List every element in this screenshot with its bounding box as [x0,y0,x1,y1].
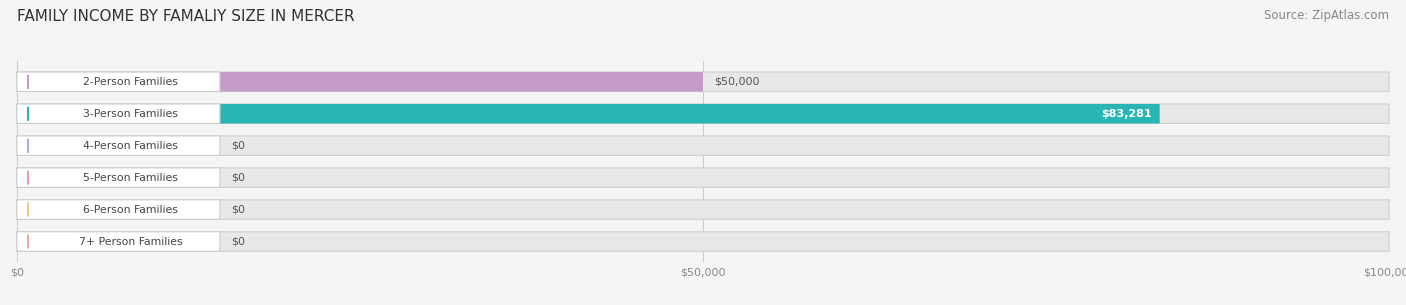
FancyBboxPatch shape [17,168,219,187]
FancyBboxPatch shape [17,72,219,91]
FancyBboxPatch shape [17,200,1389,219]
FancyBboxPatch shape [17,104,1389,124]
Text: $50,000: $50,000 [714,77,759,87]
FancyBboxPatch shape [17,72,1389,91]
Text: 5-Person Families: 5-Person Families [83,173,179,183]
FancyBboxPatch shape [17,104,1160,124]
FancyBboxPatch shape [17,232,219,251]
FancyBboxPatch shape [17,200,219,219]
Text: $0: $0 [231,237,245,246]
Text: 7+ Person Families: 7+ Person Families [79,237,183,246]
FancyBboxPatch shape [17,72,703,91]
FancyBboxPatch shape [17,168,1389,187]
Text: 4-Person Families: 4-Person Families [83,141,179,151]
Text: $0: $0 [231,173,245,183]
Text: $83,281: $83,281 [1101,109,1152,119]
Text: $0: $0 [231,141,245,151]
FancyBboxPatch shape [17,104,219,124]
Text: FAMILY INCOME BY FAMALIY SIZE IN MERCER: FAMILY INCOME BY FAMALIY SIZE IN MERCER [17,9,354,24]
Text: 6-Person Families: 6-Person Families [83,205,179,215]
Text: 2-Person Families: 2-Person Families [83,77,179,87]
Text: Source: ZipAtlas.com: Source: ZipAtlas.com [1264,9,1389,22]
Text: 3-Person Families: 3-Person Families [83,109,179,119]
Text: $0: $0 [231,205,245,215]
FancyBboxPatch shape [17,232,1389,251]
FancyBboxPatch shape [17,136,1389,156]
FancyBboxPatch shape [17,136,219,156]
